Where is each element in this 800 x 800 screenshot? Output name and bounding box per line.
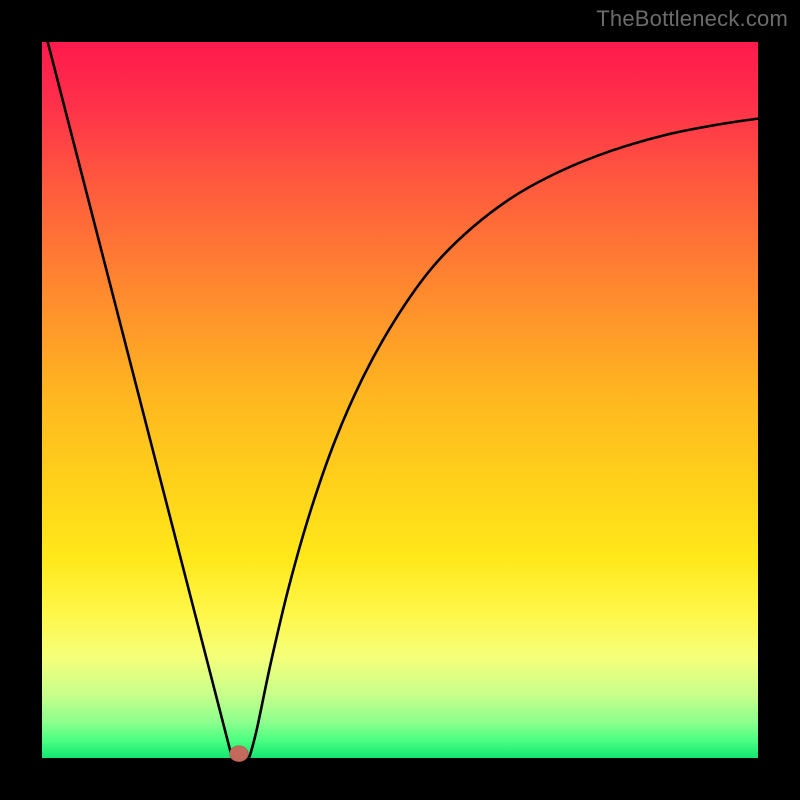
optimal-point-marker — [230, 746, 249, 762]
plot-area — [42, 42, 758, 758]
chart-svg — [0, 0, 800, 800]
chart-stage: TheBottleneck.com — [0, 0, 800, 800]
watermark-text: TheBottleneck.com — [596, 6, 788, 32]
